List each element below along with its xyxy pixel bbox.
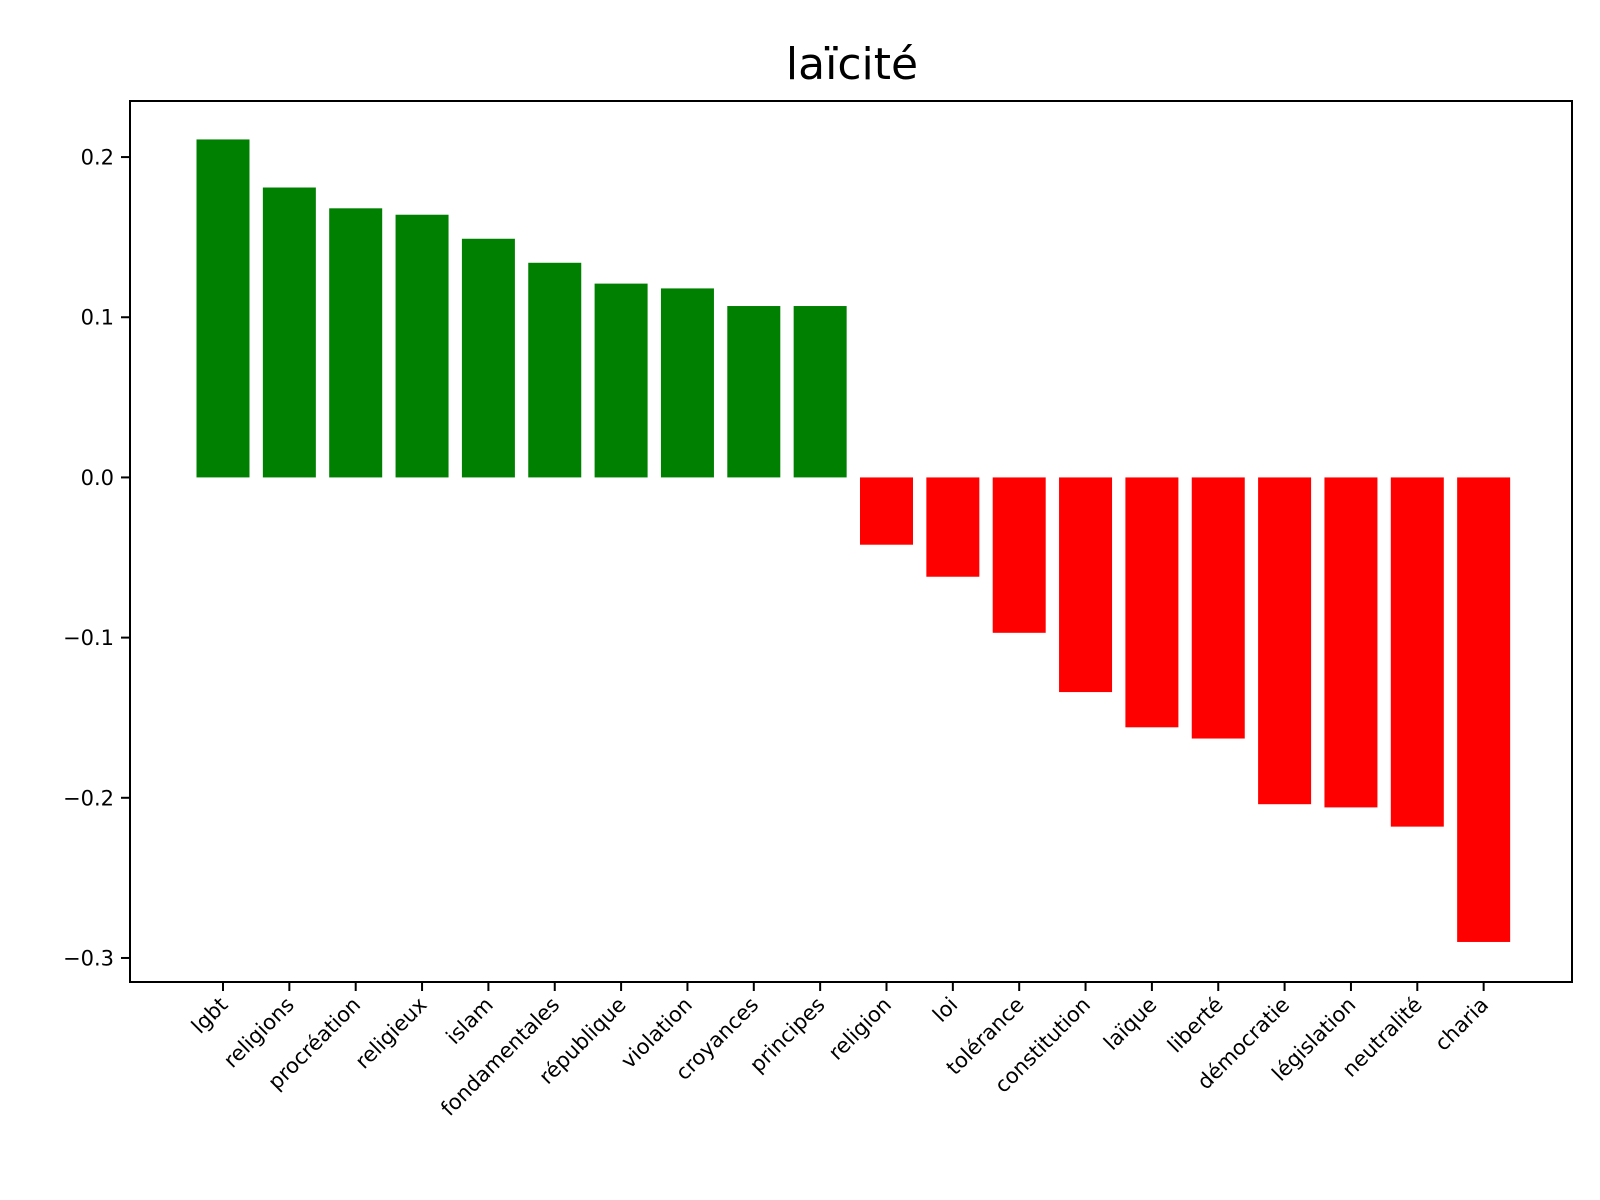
bar-république <box>594 283 648 478</box>
bar-religions <box>262 187 316 478</box>
bar-violation <box>660 288 714 478</box>
x-tick-label: laïque <box>1099 993 1161 1055</box>
bar-lgbt <box>196 139 250 478</box>
chart-title: laïcité <box>786 39 918 90</box>
bars-group <box>196 139 1511 942</box>
y-tick-label: 0.0 <box>81 466 114 490</box>
bar-procréation <box>329 208 383 478</box>
x-tick-label: religieux <box>351 993 432 1074</box>
x-tick-label: charia <box>1430 993 1493 1056</box>
x-tick-label: lgbt <box>187 993 233 1039</box>
bar-charia <box>1457 477 1511 942</box>
y-tick-label: 0.2 <box>81 146 114 170</box>
bar-laïque <box>1125 477 1179 728</box>
y-axis: −0.3 −0.2 −0.1 0.0 0.1 0.2 <box>63 146 130 970</box>
bar-tolérance <box>992 477 1046 633</box>
x-tick-label: islam <box>441 993 498 1050</box>
plot-area-frame <box>129 100 1573 983</box>
bar-législation <box>1324 477 1378 808</box>
y-tick-label: −0.3 <box>63 946 114 970</box>
bar-constitution <box>1059 477 1113 693</box>
x-tick-label: fondamentales <box>436 993 564 1121</box>
y-tick-label: 0.1 <box>81 306 114 330</box>
x-tick-label: religion <box>824 993 896 1065</box>
bar-croyances <box>727 306 781 478</box>
x-tick-label: liberté <box>1163 993 1228 1058</box>
bar-démocratie <box>1258 477 1312 805</box>
bar-religion <box>860 477 913 545</box>
bar-principes <box>793 306 847 478</box>
bar-fondamentales <box>528 262 582 478</box>
bar-loi <box>926 477 980 577</box>
y-tick-label: −0.1 <box>63 626 114 650</box>
x-tick-label: loi <box>928 993 962 1027</box>
bar-islam <box>461 238 515 478</box>
bar-liberté <box>1191 477 1245 739</box>
y-tick-label: −0.2 <box>63 786 114 810</box>
bar-religieux <box>395 214 449 478</box>
bar-neutralité <box>1390 477 1444 827</box>
